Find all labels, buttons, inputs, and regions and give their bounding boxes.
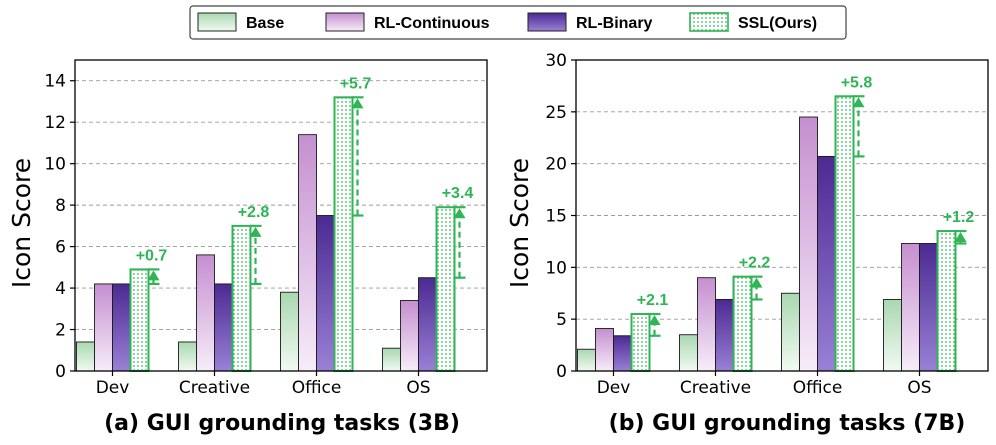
y-tick-label: 14	[44, 72, 66, 92]
bar-rl-binary-os	[418, 277, 437, 372]
bar-ssl-office	[834, 95, 855, 373]
legend-label-base: Base	[246, 15, 284, 32]
y-tick-label: 6	[55, 238, 66, 258]
annot-arrowhead	[954, 232, 967, 243]
legend-label-rl-continuous: RL-Continuous	[374, 15, 490, 32]
y-axis-label: Icon Score	[505, 158, 534, 288]
improvement-annotations: +0.7 +2.8 +5.7 +3.4	[136, 75, 474, 286]
bar-base-creative	[679, 334, 698, 372]
y-tick-label: 20	[545, 155, 567, 175]
bar-base-office	[781, 292, 800, 372]
x-tick-label-creative: Creative	[680, 378, 751, 398]
bar-rl-binary-dev	[613, 335, 632, 372]
legend-swatch-ssl	[689, 12, 729, 32]
x-tick-label-office: Office	[793, 378, 843, 398]
bar-base-dev	[577, 348, 596, 372]
bar-base-os	[883, 299, 902, 372]
bar-rl-continuous-office	[799, 116, 818, 372]
y-tick-label: 15	[545, 207, 567, 227]
bar-rl-continuous-creative	[196, 254, 215, 372]
bar-rl-continuous-dev	[94, 283, 113, 372]
bar-ssl-creative	[231, 224, 252, 372]
annot-arrowhead	[147, 270, 160, 281]
y-tick-label: 8	[55, 196, 66, 216]
bar-rl-continuous-os	[400, 300, 419, 372]
y-tick-label: 30	[545, 51, 567, 71]
annot-arrowhead	[249, 226, 262, 237]
bar-ssl-creative	[732, 275, 753, 372]
bar-rl-binary-creative	[214, 283, 233, 372]
chart-panel-3b: +0.7 +2.8 +5.7 +3.4 0 2 4 6 8 10 12 14 Dev Creative…	[7, 59, 488, 436]
annot-arrowhead	[351, 98, 364, 109]
y-ticks: 0 2 4 6 8 10 12 14	[44, 72, 75, 382]
legend-label-rl-binary: RL-Binary	[576, 15, 653, 32]
bar-ssl-dev	[129, 268, 150, 373]
bar-ssl-os	[936, 230, 957, 372]
plot-frame	[74, 59, 488, 372]
y-axis-label: Icon Score	[7, 158, 36, 288]
bar-ssl-office	[333, 96, 354, 372]
bar-base-os	[382, 347, 401, 372]
bar-rl-continuous-os	[901, 243, 920, 372]
chart-panel-7b: +2.1 +2.2 +5.8 +1.2 0 5 10 15 20 25 30 Dev Creativ…	[505, 51, 989, 436]
bar-rl-binary-creative	[715, 299, 734, 372]
legend-swatch-rl-binary	[527, 12, 567, 32]
panel-caption: (a) GUI grounding tasks (3B)	[104, 411, 460, 436]
y-tick-label: 2	[55, 321, 66, 341]
annot-arrowhead	[852, 97, 865, 108]
legend: Base RL-Continuous RL-Binary SSL(Ours)	[189, 5, 847, 40]
y-tick-label: 10	[44, 155, 66, 175]
y-tick-label: 5	[556, 310, 567, 330]
bar-ssl-os	[435, 206, 456, 372]
bar-rl-continuous-office	[298, 134, 317, 372]
y-tick-label: 0	[55, 362, 66, 382]
x-ticks: Dev Creative Office OS	[96, 371, 431, 398]
annot-arrowhead	[453, 208, 466, 219]
annot-label-office: +5.8	[841, 74, 873, 91]
x-ticks: Dev Creative Office OS	[597, 371, 932, 398]
x-tick-label-os: OS	[907, 378, 931, 398]
bar-base-office	[280, 291, 299, 372]
y-tick-label: 10	[545, 258, 567, 278]
annot-arrowhead	[750, 277, 763, 288]
legend-swatch-rl-continuous	[325, 12, 365, 32]
annot-label-creative: +2.2	[739, 255, 771, 272]
bar-base-dev	[76, 341, 95, 372]
annot-label-os: +1.2	[943, 209, 975, 226]
bar-rl-binary-office	[817, 155, 836, 372]
bar-rl-binary-dev	[112, 283, 131, 372]
annot-label-os: +3.4	[442, 185, 474, 202]
annot-label-office: +5.7	[340, 75, 372, 92]
y-tick-label: 0	[556, 362, 567, 382]
y-tick-label: 25	[545, 103, 567, 123]
x-tick-label-office: Office	[292, 378, 342, 398]
x-tick-label-creative: Creative	[179, 378, 250, 398]
bar-rl-continuous-creative	[697, 277, 716, 372]
bar-rl-binary-os	[919, 243, 938, 372]
bar-rl-continuous-dev	[595, 328, 614, 372]
y-tick-label: 12	[44, 113, 66, 133]
legend-label-ssl: SSL(Ours)	[738, 15, 817, 32]
legend-swatch-base	[197, 12, 237, 32]
y-ticks: 0 5 10 15 20 25 30	[545, 51, 576, 382]
annot-label-dev: +2.1	[637, 292, 669, 309]
bar-base-creative	[178, 341, 197, 372]
improvement-annotations: +2.1 +2.2 +5.8 +1.2	[637, 74, 975, 337]
annot-label-creative: +2.8	[238, 204, 270, 221]
annot-label-dev: +0.7	[136, 247, 168, 264]
bar-rl-binary-office	[316, 215, 335, 372]
y-tick-label: 4	[55, 279, 66, 299]
bar-ssl-dev	[630, 312, 651, 373]
annot-arrowhead	[648, 314, 661, 325]
x-tick-label-dev: Dev	[96, 378, 130, 398]
bars	[76, 96, 456, 373]
x-tick-label-dev: Dev	[597, 378, 631, 398]
panel-caption: (b) GUI grounding tasks (7B)	[609, 411, 966, 436]
bars	[577, 95, 957, 373]
x-tick-label-os: OS	[406, 378, 430, 398]
